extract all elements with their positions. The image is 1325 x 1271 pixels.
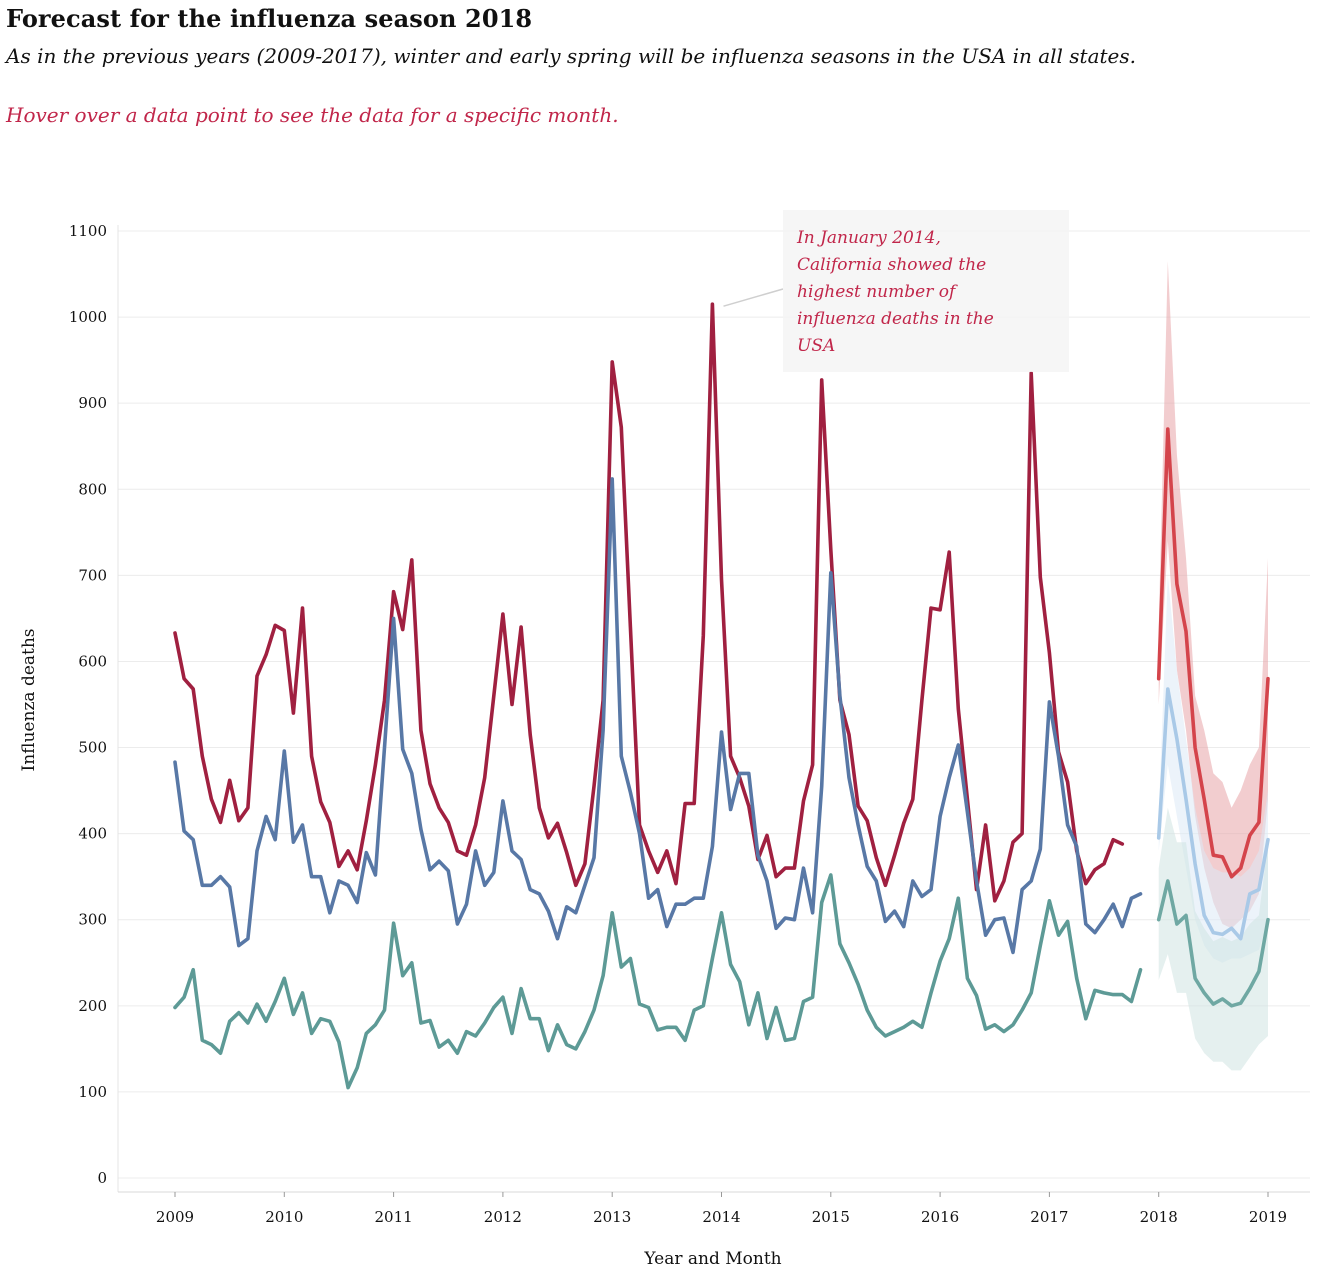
y-axis-title: Influenza deaths [19, 628, 39, 771]
annotation-line: In January 2014, [797, 228, 941, 248]
y-tick-label: 400 [78, 825, 107, 843]
annotation-line: influenza deaths in the [797, 309, 994, 329]
x-tick-label: 2017 [1030, 1208, 1068, 1226]
series-line[interactable] [173, 873, 1143, 1090]
series-line[interactable] [173, 302, 1125, 903]
annotation-line: highest number of [797, 282, 956, 302]
forecast-line[interactable] [1156, 879, 1270, 1008]
annotation-connector [723, 288, 784, 307]
forecast-line[interactable] [1156, 687, 1270, 941]
forecast-band [1158, 261, 1268, 929]
annotation-line: USA [797, 336, 836, 356]
axes: 0 100 200 300 400 500 600 700 800 900 1000 1100 2009… [69, 222, 1310, 1226]
y-tick-label: 1100 [69, 222, 107, 240]
y-tick-label: 700 [78, 566, 107, 584]
series-lines[interactable] [173, 302, 1270, 1090]
y-tick-label: 1000 [69, 308, 107, 326]
x-tick-label: 2019 [1249, 1208, 1287, 1226]
annotation-leader [723, 288, 784, 307]
annotation-line: California showed the [797, 255, 987, 275]
x-tick-label: 2018 [1140, 1208, 1178, 1226]
chart-subtitle: As in the previous years (2009-2017), wi… [6, 44, 1137, 68]
x-axis-title: Year and Month [643, 1249, 781, 1269]
y-tick-label: 500 [78, 739, 107, 757]
annotation-box: In January 2014, California showed the h… [783, 210, 1069, 372]
hover-hint: Hover over a data point to see the data … [6, 103, 619, 127]
y-tick-label: 900 [78, 394, 107, 412]
x-tick-label: 2013 [593, 1208, 631, 1226]
x-tick-label: 2014 [702, 1208, 740, 1226]
chart-title: Forecast for the influenza season 2018 [6, 4, 533, 33]
x-tick-label: 2015 [812, 1208, 850, 1226]
x-tick-label: 2010 [265, 1208, 303, 1226]
series-line[interactable] [173, 477, 1143, 955]
forecast-line[interactable] [1156, 427, 1270, 879]
forecast-bands [1158, 261, 1268, 1071]
y-tick-label: 800 [78, 480, 107, 498]
y-tick-label: 200 [78, 997, 107, 1015]
y-tick-label: 300 [78, 911, 107, 929]
x-tick-label: 2012 [484, 1208, 522, 1226]
x-tick-label: 2009 [156, 1208, 194, 1226]
x-tick-label: 2011 [375, 1208, 413, 1226]
y-tick-label: 0 [97, 1169, 107, 1187]
y-tick-label: 100 [78, 1083, 107, 1101]
x-tick-label: 2016 [921, 1208, 959, 1226]
y-tick-label: 600 [78, 652, 107, 670]
